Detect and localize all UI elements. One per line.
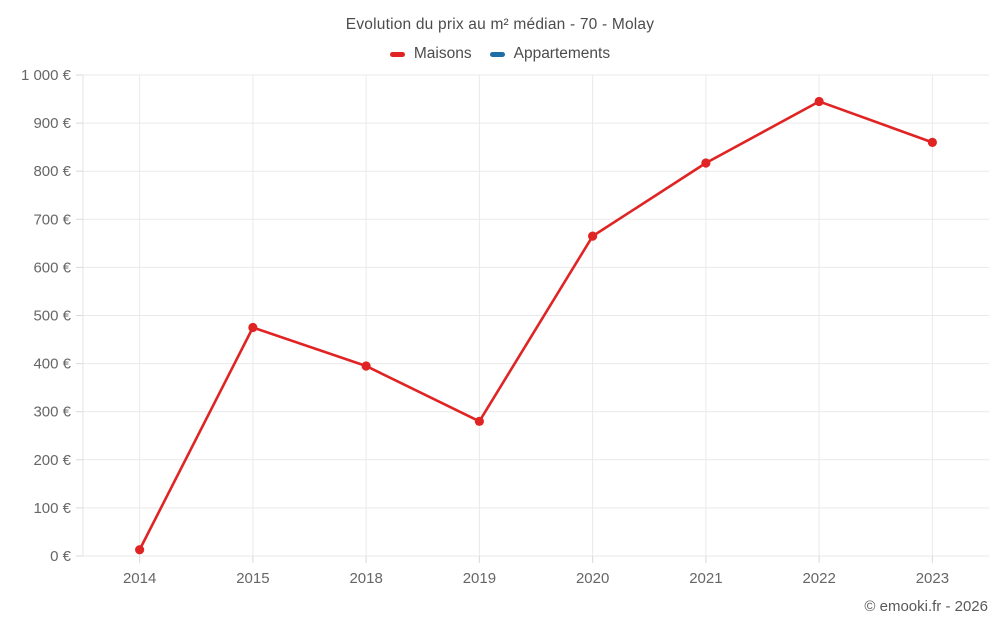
x-axis-label: 2014	[123, 570, 156, 587]
x-axis-label: 2020	[576, 570, 609, 587]
y-axis-label: 1 000 €	[21, 67, 72, 84]
y-axis-label: 300 €	[33, 404, 71, 421]
x-axis-label: 2015	[236, 570, 269, 587]
legend-item-maisons[interactable]: Maisons	[389, 45, 472, 63]
chart-title: Evolution du prix au m² médian - 70 - Mo…	[345, 16, 655, 33]
credit-text: © emooki.fr - 2026	[864, 598, 988, 615]
x-axis-label: 2021	[689, 570, 722, 587]
y-axis-label: 800 €	[33, 163, 71, 180]
data-point-marker[interactable]	[927, 137, 937, 147]
legend-label-appartements: Appartements	[513, 45, 611, 62]
x-axis-label: 2018	[349, 570, 382, 587]
data-point-marker[interactable]	[248, 322, 258, 333]
x-axis-label: 2019	[463, 570, 496, 587]
legend-label-maisons: Maisons	[413, 45, 472, 62]
y-axis-label: 700 €	[33, 211, 71, 228]
data-point-marker[interactable]	[701, 158, 711, 168]
data-point-marker[interactable]	[814, 96, 824, 107]
y-axis-label: 500 €	[33, 308, 71, 325]
legend-item-appartements[interactable]: Appartements	[489, 45, 611, 63]
x-axis-label: 2023	[916, 570, 949, 587]
data-point-marker[interactable]	[474, 416, 484, 426]
data-point-marker[interactable]	[135, 545, 145, 555]
data-point-marker[interactable]	[361, 361, 371, 371]
y-axis-label: 0 €	[50, 548, 72, 565]
chart-legend: Maisons Appartements	[0, 45, 1000, 63]
y-axis-label: 100 €	[33, 500, 71, 517]
data-point-marker[interactable]	[588, 231, 598, 241]
y-axis-label: 200 €	[33, 452, 71, 469]
series-line-maisons	[138, 100, 934, 552]
appartements-series-swatch-icon	[489, 51, 505, 57]
x-axis-label: 2022	[802, 570, 835, 587]
y-axis-label: 400 €	[33, 356, 71, 373]
maisons-series-swatch-icon	[389, 51, 405, 57]
y-axis-label: 900 €	[33, 115, 71, 132]
y-axis-label: 600 €	[33, 259, 71, 276]
